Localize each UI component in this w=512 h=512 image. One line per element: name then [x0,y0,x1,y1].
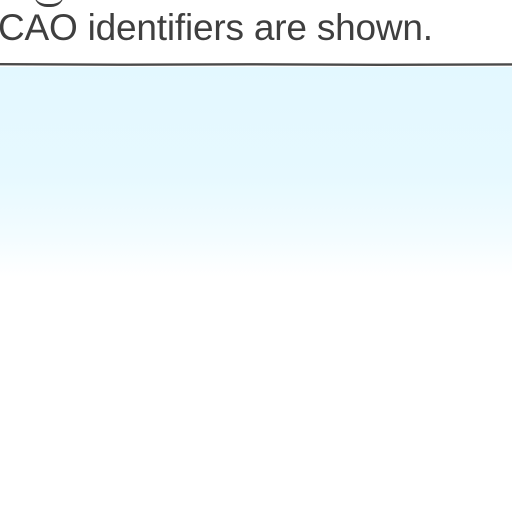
clipped-text-fragment [34,0,64,7]
divider-line [0,62,512,67]
empty-content-panel [0,67,512,512]
caption-text: CAO identifiers are shown. [0,7,433,48]
caption-area: CAO identifiers are shown. [0,0,512,62]
